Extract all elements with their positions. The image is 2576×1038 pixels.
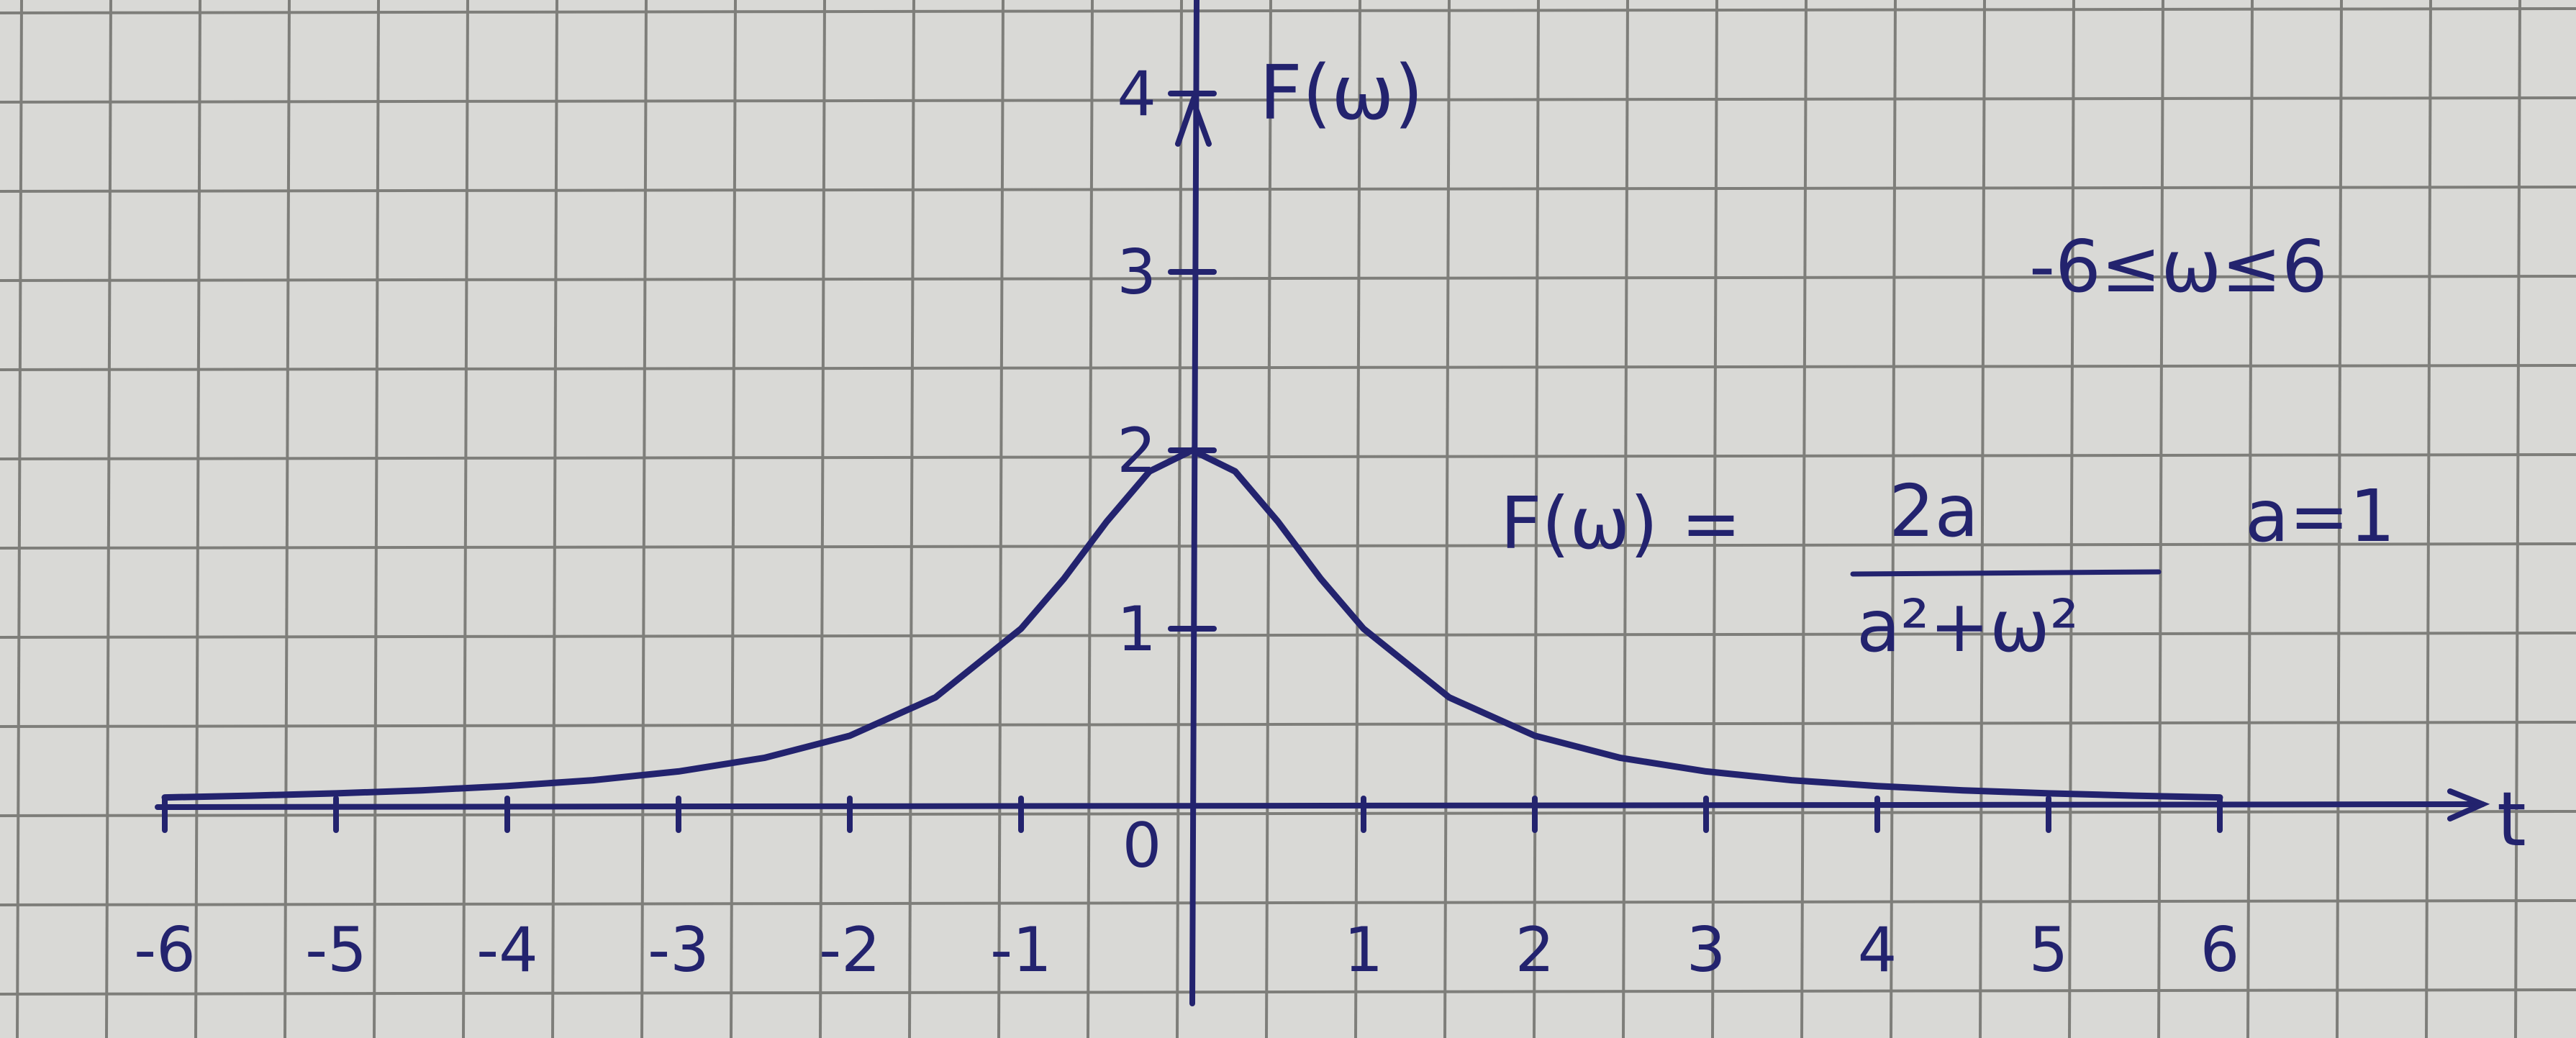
domain-annotation: -6≤ω≤6 — [2029, 224, 2328, 309]
x-tick-label: 3 — [1687, 914, 1726, 986]
x-tick-label: -3 — [648, 914, 709, 986]
grid-line-vertical — [1979, 0, 1986, 1038]
grid-line-vertical — [284, 0, 291, 1038]
x-tick-label: 2 — [1515, 914, 1555, 986]
grid-line-horizontal — [0, 810, 2576, 817]
grid-line-vertical — [908, 0, 915, 1038]
grid-line-vertical — [1265, 0, 1272, 1038]
grid-line-vertical — [2514, 0, 2521, 1038]
grid-line-horizontal — [0, 275, 2576, 282]
grid-line-vertical — [16, 0, 23, 1038]
grid-line-horizontal — [0, 7, 2576, 14]
x-tick-label: -5 — [305, 914, 367, 986]
x-axis — [155, 801, 2485, 810]
grid-line-vertical — [2068, 0, 2075, 1038]
y-tick-label: 3 — [1117, 237, 1156, 309]
grid-line-horizontal — [0, 899, 2576, 906]
grid-line-horizontal — [0, 988, 2576, 996]
grid-line-vertical — [194, 0, 201, 1038]
grid-line-vertical — [1087, 0, 1094, 1038]
grid-line-vertical — [1443, 0, 1451, 1038]
grid-line-horizontal — [0, 632, 2576, 639]
grid-line-horizontal — [0, 721, 2576, 728]
grid-line-vertical — [105, 0, 112, 1038]
grid-line-vertical — [1711, 0, 1718, 1038]
grid-line-vertical — [819, 0, 826, 1038]
formula-numerator: 2a — [1889, 469, 1979, 553]
grid-line-vertical — [1622, 0, 1629, 1038]
grid-line-vertical — [2425, 0, 2432, 1038]
grid-line-vertical — [730, 0, 737, 1038]
grid-line-vertical — [640, 0, 648, 1038]
y-axis — [1189, 0, 1199, 1006]
x-axis-label: t — [2497, 775, 2526, 863]
formula-fraction-bar — [1850, 569, 2162, 577]
grid-line-vertical — [2336, 0, 2343, 1038]
y-tick-label: 1 — [1117, 593, 1156, 665]
y-tick-label: 2 — [1117, 415, 1156, 487]
grid-line-vertical — [1176, 0, 1183, 1038]
formula-lhs: F(ω) = — [1500, 481, 1741, 565]
grid-line-vertical — [1354, 0, 1361, 1038]
x-tick-label: 6 — [2200, 914, 2240, 986]
grid-line-vertical — [997, 0, 1004, 1038]
y-ticks: 1 2 3 4 — [1117, 58, 1217, 665]
grid-line-vertical — [2157, 0, 2164, 1038]
grid-line-horizontal — [0, 364, 2576, 371]
grid-line-vertical — [551, 0, 558, 1038]
grid-line-vertical — [373, 0, 380, 1038]
x-tick-label: 4 — [1858, 914, 1897, 986]
grid-line-vertical — [2246, 0, 2254, 1038]
grid-line-vertical — [1533, 0, 1540, 1038]
x-ticks: -6 -5 -4 -3 -2 -1 0 1 2 3 4 5 6 — [134, 796, 2240, 986]
x-tick-label: -1 — [990, 914, 1052, 986]
x-axis-arrow-icon — [2447, 788, 2490, 821]
x-tick-label: 1 — [1344, 914, 1384, 986]
y-axis-label: F(ω) — [1259, 49, 1423, 137]
grid-line-horizontal — [0, 96, 2576, 104]
x-tick-label: -6 — [134, 914, 196, 986]
series-line-f-omega — [161, 447, 2223, 801]
y-axis-arrow-icon — [1175, 92, 1212, 147]
grid-line-horizontal — [0, 542, 2576, 550]
parameter-annotation: a=1 — [2245, 474, 2395, 558]
grid-line-vertical — [1890, 0, 1897, 1038]
x-tick-label: 5 — [2029, 914, 2069, 986]
x-tick-label: 0 — [1123, 810, 1162, 882]
grid-line-horizontal — [0, 186, 2576, 193]
y-tick-label: 4 — [1117, 58, 1156, 130]
axes — [155, 0, 2490, 1006]
x-tick-label: -2 — [819, 914, 881, 986]
grid-line-horizontal — [0, 453, 2576, 460]
formula-denominator: a²+ω² — [1856, 584, 2079, 668]
grid-line-vertical — [1800, 0, 1808, 1038]
grid-line-vertical — [462, 0, 469, 1038]
x-tick-label: -4 — [476, 914, 538, 986]
